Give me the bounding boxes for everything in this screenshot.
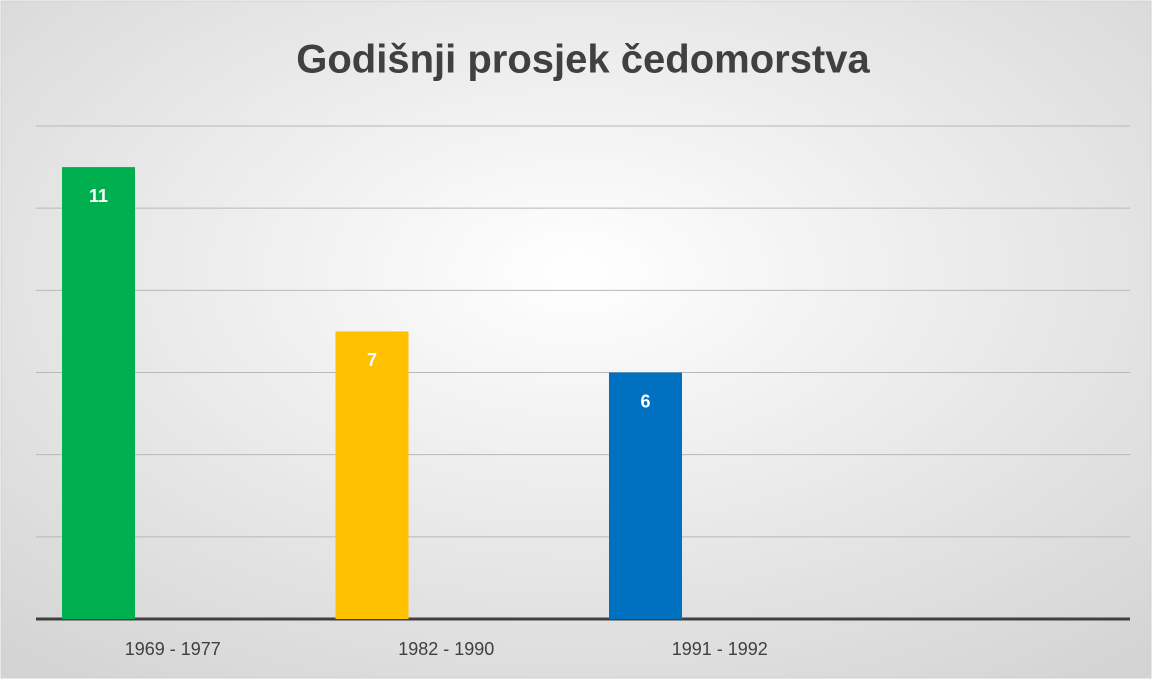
data-label: 6 bbox=[640, 391, 650, 411]
bar bbox=[609, 372, 682, 619]
x-tick-label: 1991 - 1992 bbox=[672, 639, 768, 659]
bar bbox=[335, 331, 409, 619]
x-tick-label: 1982 - 1990 bbox=[398, 639, 494, 659]
data-label: 7 bbox=[367, 350, 377, 370]
data-label: 11 bbox=[89, 186, 108, 206]
chart-title: Godišnji prosjek čedomorstva bbox=[296, 38, 870, 82]
x-tick-label: 1969 - 1977 bbox=[125, 639, 221, 659]
bar bbox=[62, 167, 135, 620]
